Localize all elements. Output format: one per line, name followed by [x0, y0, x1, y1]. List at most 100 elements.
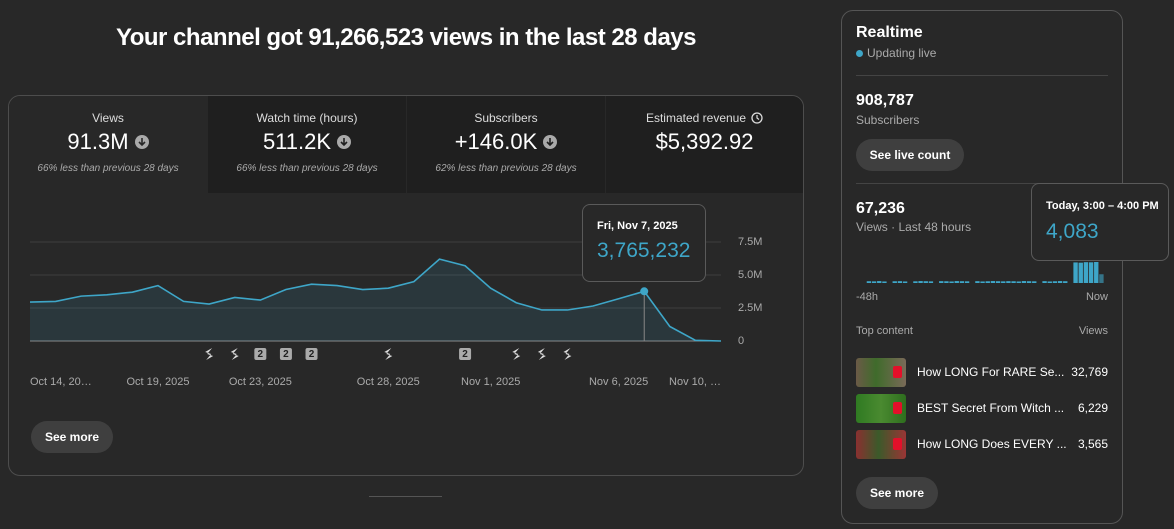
- live-dot: [856, 49, 863, 57]
- bar: [1063, 281, 1068, 283]
- metric-label: Estimated revenue: [645, 111, 747, 125]
- subscriber-label: Subscribers: [856, 113, 920, 127]
- thumbnail: [856, 357, 906, 387]
- top-content-heading: Top content: [856, 325, 913, 337]
- clock-icon: [751, 112, 763, 124]
- metric-tab[interactable]: Subscribers +146.0K 62% less than previo…: [407, 96, 605, 193]
- line: [29, 258, 722, 342]
- upload-count: 2: [258, 349, 264, 360]
- bar: [1088, 262, 1094, 283]
- bar: [939, 281, 944, 283]
- x-tick-label: Nov 6, 2025: [589, 376, 648, 388]
- thumbnail: [856, 429, 906, 459]
- x-tick-label: Oct 19, 2025: [126, 376, 189, 388]
- bar: [964, 281, 970, 283]
- bar: [995, 281, 1001, 283]
- overview-card: Views 91.3M 66% less than previous 28 da…: [8, 95, 804, 476]
- bar: [892, 281, 897, 283]
- bar: [1001, 281, 1006, 283]
- subscriber-count: 908,787: [856, 92, 914, 109]
- tooltip-title: Fri, Nov 7, 2025: [597, 220, 678, 232]
- item-views: 3,565: [1077, 437, 1108, 451]
- tooltip-value: 4,083: [1046, 220, 1099, 243]
- bar: [1042, 281, 1047, 283]
- metric-value: $5,392.92: [655, 129, 754, 154]
- upload-icon: [563, 348, 572, 360]
- x-tick-label: Nov 1, 2025: [461, 376, 520, 388]
- bar: [980, 281, 985, 283]
- x-tick-label: Oct 28, 2025: [357, 376, 420, 388]
- metric-label: Subscribers: [474, 111, 538, 125]
- bar: [913, 281, 918, 283]
- metric-tab[interactable]: Views 91.3M 66% less than previous 28 da…: [9, 96, 207, 193]
- y-tick-label: 2.5M: [738, 302, 762, 314]
- bar: [1083, 262, 1089, 283]
- bar: [871, 281, 877, 283]
- top-item[interactable]: BEST Secret From Witch ... 6,229: [856, 393, 1108, 423]
- bar: [1032, 281, 1037, 283]
- item-title: How LONG Does EVERY ...: [917, 437, 1067, 451]
- upload-icon: [384, 348, 393, 360]
- metric-note: 62% less than previous 28 days: [435, 163, 577, 174]
- view-label: Views · Last 48 hours: [856, 220, 972, 234]
- y-tick-label: 0: [738, 335, 744, 347]
- separator: [856, 183, 1108, 184]
- bar: [877, 281, 882, 283]
- bar: [990, 281, 996, 283]
- bar: [1021, 281, 1027, 283]
- bar: [1016, 281, 1021, 283]
- x-tick-label: Oct 14, 20…: [30, 376, 92, 388]
- upload-icon: [230, 348, 239, 360]
- view-count: 67,236: [856, 200, 905, 217]
- divider: [369, 496, 442, 497]
- area: [30, 259, 721, 341]
- item-views: 6,229: [1077, 401, 1108, 415]
- metric-label: Watch time (hours): [256, 111, 358, 125]
- bar: [949, 281, 954, 283]
- bar: [985, 281, 990, 283]
- y-tick-label: 7.5M: [738, 236, 762, 248]
- down-icon: [543, 135, 558, 149]
- item-views: 32,769: [1071, 365, 1108, 379]
- bar: [918, 281, 923, 283]
- x-tick-label: Nov 10, …: [669, 376, 721, 388]
- bar: [866, 281, 872, 283]
- x-start-label: -48h: [856, 291, 878, 303]
- metric-value: 511.2K: [262, 129, 332, 154]
- metric-tab[interactable]: Estimated revenue $5,392.92: [606, 96, 803, 193]
- top-item[interactable]: How LONG For RARE Se... 32,769: [856, 357, 1108, 387]
- see-more-button[interactable]: See more: [31, 421, 113, 453]
- hover-point: [640, 287, 649, 296]
- item-title: How LONG For RARE Se...: [917, 365, 1065, 379]
- tooltip-value: 3,765,232: [597, 239, 691, 262]
- realtime-status: Updating live: [867, 46, 937, 60]
- y-tick-label: 5.0M: [738, 269, 762, 281]
- tooltip-title: Today, 3:00 – 4:00 PM: [1046, 200, 1159, 212]
- upload-badge: [459, 348, 472, 360]
- metric-note: 66% less than previous 28 days: [37, 163, 179, 174]
- metric-note: 66% less than previous 28 days: [236, 163, 378, 174]
- see-more-button[interactable]: See more: [856, 477, 938, 509]
- upload-icon: [537, 348, 546, 360]
- separator: [856, 75, 1108, 76]
- live-count-button[interactable]: See live count: [856, 139, 964, 171]
- headline: Your channel got 91,266,523 views in the…: [116, 24, 696, 51]
- bar: [882, 281, 887, 283]
- top-item[interactable]: How LONG Does EVERY ... 3,565: [856, 429, 1108, 459]
- bar: [1078, 262, 1083, 283]
- bar: [944, 281, 949, 283]
- bar: [954, 281, 959, 283]
- metric-tab[interactable]: Watch time (hours) 511.2K 66% less than …: [208, 96, 406, 193]
- views-column: Views: [1078, 325, 1108, 337]
- upload-icon: [205, 348, 214, 360]
- bar: [1057, 281, 1063, 283]
- bar: [1006, 281, 1011, 283]
- bar: [1047, 281, 1052, 283]
- bar: [897, 281, 903, 283]
- metric-value: 91.3M: [67, 129, 129, 154]
- realtime-title: Realtime: [856, 24, 923, 41]
- upload-count: 2: [309, 349, 315, 360]
- metric-label: Views: [92, 111, 124, 125]
